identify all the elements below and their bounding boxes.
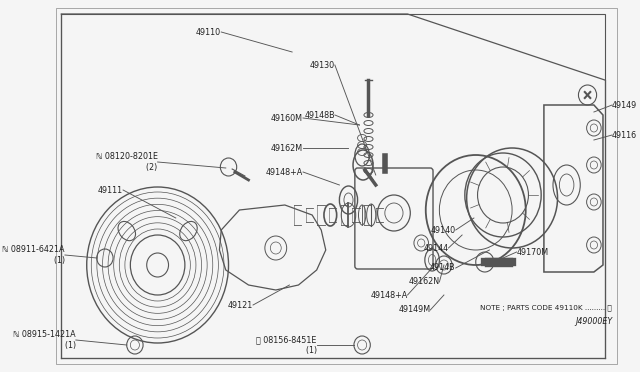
Text: 49162N: 49162N: [408, 278, 440, 286]
Text: ℕ 08915-1421A
  (1): ℕ 08915-1421A (1): [13, 330, 76, 350]
Text: ℕ 08911-6421A
  (1): ℕ 08911-6421A (1): [3, 245, 65, 265]
Text: 49116: 49116: [612, 131, 637, 140]
Text: Ⓡ 08156-8451E
  (1): Ⓡ 08156-8451E (1): [256, 335, 317, 355]
Text: 49149: 49149: [612, 100, 637, 109]
Text: NOTE ; PARTS CODE 49110K ......... Ⓡ: NOTE ; PARTS CODE 49110K ......... Ⓡ: [481, 305, 612, 311]
Text: 49110: 49110: [196, 28, 221, 36]
Text: 4914B: 4914B: [430, 263, 456, 273]
Text: 49170M: 49170M: [516, 247, 548, 257]
Text: J49000EY: J49000EY: [575, 317, 612, 327]
Text: 49111: 49111: [98, 186, 123, 195]
Text: 49148B: 49148B: [304, 110, 335, 119]
Text: 49130: 49130: [310, 61, 335, 70]
Text: ℕ 08120-8201E
  (2): ℕ 08120-8201E (2): [95, 152, 157, 172]
Text: 49162M: 49162M: [271, 144, 303, 153]
Text: 49160M: 49160M: [271, 113, 303, 122]
Text: 49148+A: 49148+A: [371, 291, 408, 299]
Text: 49140: 49140: [431, 225, 456, 234]
Text: 49149M: 49149M: [398, 305, 430, 314]
Text: 49148+A: 49148+A: [266, 167, 303, 176]
Text: 49121: 49121: [228, 301, 253, 310]
Text: 49144: 49144: [423, 244, 449, 253]
